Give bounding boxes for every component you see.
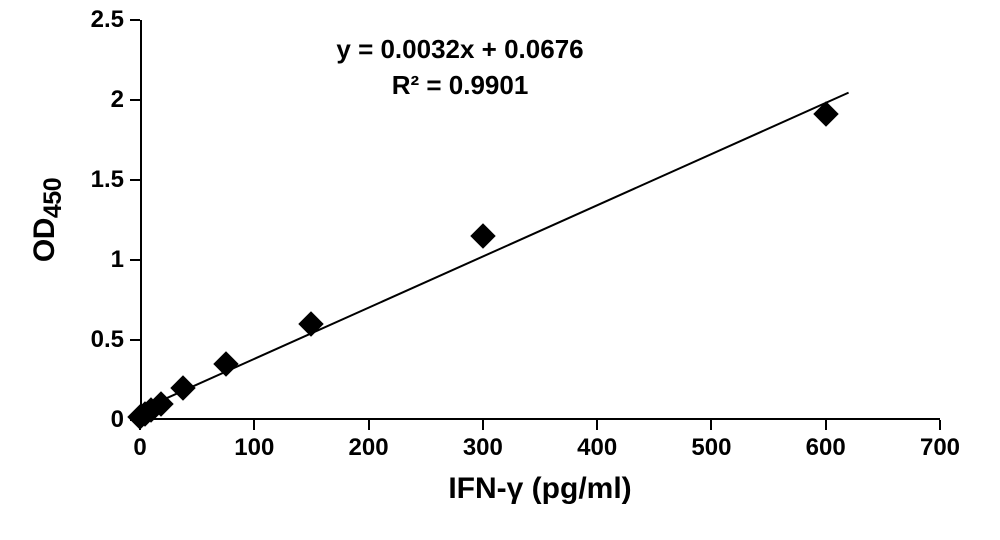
regression-equation: y = 0.0032x + 0.0676 [336, 34, 583, 65]
x-tick [368, 420, 370, 430]
x-tick-label: 300 [463, 434, 503, 462]
x-tick-label: 200 [349, 434, 389, 462]
y-tick-label: 1 [111, 246, 124, 274]
x-tick-label: 500 [691, 434, 731, 462]
x-tick-label: 700 [920, 434, 960, 462]
y-tick-label: 2 [111, 86, 124, 114]
x-tick [596, 420, 598, 430]
r-squared: R² = 0.9901 [392, 70, 529, 101]
y-tick [130, 179, 140, 181]
x-tick-label: 600 [806, 434, 846, 462]
y-tick [130, 259, 140, 261]
x-tick-label: 0 [133, 434, 146, 462]
y-tick-label: 0 [111, 406, 124, 434]
x-tick [482, 420, 484, 430]
y-tick [130, 19, 140, 21]
x-tick [825, 420, 827, 430]
y-tick-label: 0.5 [91, 326, 124, 354]
y-tick [130, 339, 140, 341]
y-title-sub: 450 [39, 178, 67, 218]
y-tick [130, 99, 140, 101]
x-tick [710, 420, 712, 430]
x-tick-label: 100 [234, 434, 274, 462]
y-tick-label: 1.5 [91, 166, 124, 194]
x-tick-label: 400 [577, 434, 617, 462]
x-tick [939, 420, 941, 430]
ifn-gamma-standard-curve: OD450 IFN-γ (pg/ml) y = 0.0032x + 0.0676… [0, 0, 1000, 540]
y-tick-label: 2.5 [91, 6, 124, 34]
x-title-text: IFN-γ (pg/ml) [448, 472, 631, 505]
x-tick [253, 420, 255, 430]
plot-area [140, 20, 940, 420]
x-axis-title: IFN-γ (pg/ml) [448, 472, 631, 506]
y-title-main: OD [28, 218, 61, 262]
y-axis-title: OD450 [28, 178, 68, 262]
